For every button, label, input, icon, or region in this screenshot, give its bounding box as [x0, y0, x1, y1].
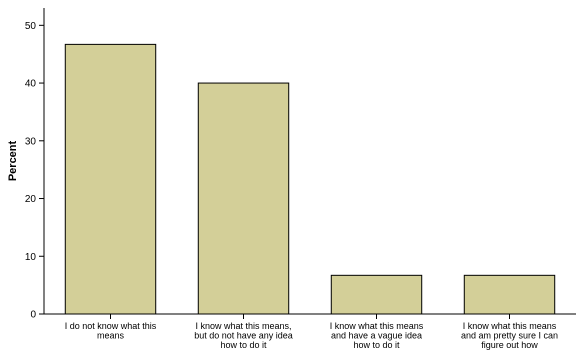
- y-tick-label: 10: [25, 252, 37, 263]
- y-tick-label: 40: [25, 79, 37, 90]
- x-category-label: but do not have any idea: [194, 331, 293, 341]
- bar: [463, 274, 556, 315]
- x-category-label: I know what this means: [463, 321, 557, 331]
- y-tick-label: 20: [25, 194, 37, 205]
- bar: [197, 82, 290, 315]
- x-category-label: means: [97, 331, 125, 341]
- y-ticks: 0 10 20 30 40 50: [25, 21, 44, 321]
- y-tick-label: 0: [30, 310, 36, 321]
- bars: [64, 43, 556, 315]
- y-axis-label: Percent: [7, 140, 19, 181]
- bar: [64, 43, 157, 315]
- x-category-label: figure out how: [481, 340, 538, 350]
- x-category-label: I know what this means: [330, 321, 424, 331]
- x-category-label: and am pretty sure I can: [461, 331, 558, 341]
- bar: [330, 274, 423, 315]
- y-tick-label: 30: [25, 136, 37, 147]
- x-category-label: how to do it: [220, 340, 267, 350]
- x-category-label: I know what this means,: [195, 321, 291, 331]
- x-category-label: I do not know what this: [65, 321, 157, 331]
- x-category-label: how to do it: [353, 340, 400, 350]
- y-tick-label: 50: [25, 21, 37, 32]
- x-category-label: and have a vague idea: [331, 331, 422, 341]
